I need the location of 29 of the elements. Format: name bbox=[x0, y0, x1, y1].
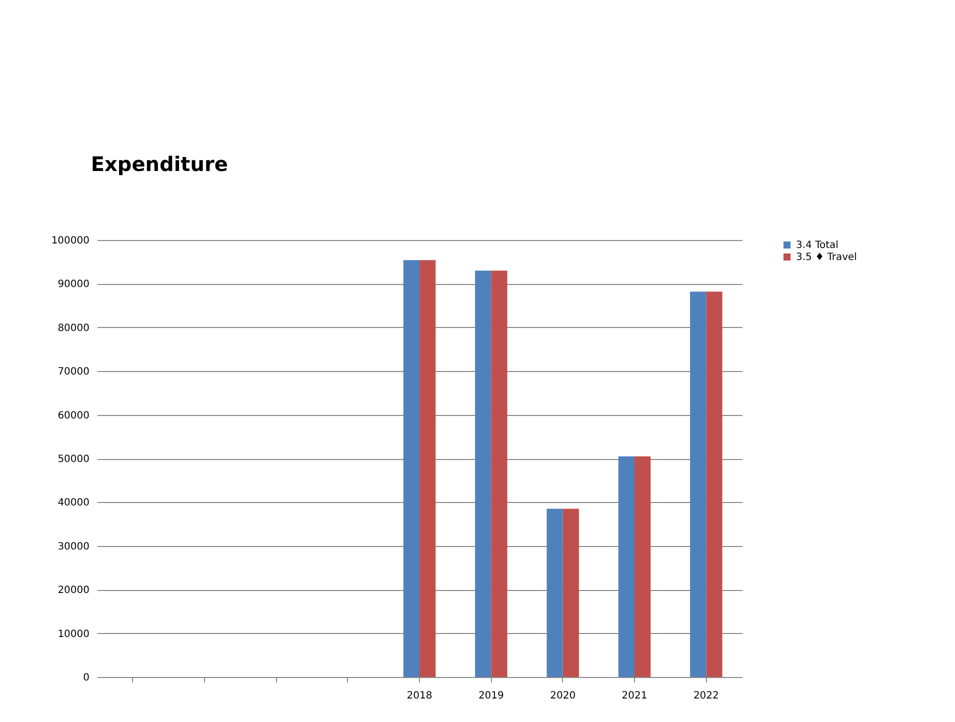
x-tick-label: 2021 bbox=[622, 690, 648, 702]
bar bbox=[634, 456, 651, 677]
y-tick-label: 40000 bbox=[58, 498, 90, 509]
bar bbox=[562, 508, 579, 677]
bar bbox=[546, 508, 563, 677]
x-tick-label: 2020 bbox=[550, 690, 576, 702]
legend-label: 3.4 Total bbox=[796, 240, 838, 251]
y-tick-label: 80000 bbox=[58, 322, 90, 334]
bar bbox=[618, 456, 634, 677]
y-tick-label: 20000 bbox=[58, 585, 90, 596]
y-tick-label: 70000 bbox=[58, 366, 90, 378]
x-tick-label: 2022 bbox=[693, 690, 719, 702]
y-tick-label: 0 bbox=[83, 672, 90, 684]
y-tick-label: 60000 bbox=[58, 410, 90, 422]
y-tick-label: 100000 bbox=[51, 236, 90, 246]
bar bbox=[475, 270, 492, 677]
bar bbox=[491, 270, 508, 677]
bar bbox=[403, 260, 420, 677]
x-tick-label: 2019 bbox=[478, 690, 504, 702]
bar bbox=[690, 292, 706, 677]
chart-title: Expenditure bbox=[90, 152, 228, 176]
x-tick-label: 2018 bbox=[406, 690, 432, 702]
y-tick-label: 90000 bbox=[58, 279, 90, 290]
y-tick-label: 50000 bbox=[58, 454, 90, 465]
legend-label: 3.5 ♦ Travel bbox=[796, 252, 857, 263]
bar bbox=[420, 260, 436, 677]
bar bbox=[706, 292, 722, 677]
y-tick-label: 10000 bbox=[58, 628, 90, 640]
y-tick-label: 30000 bbox=[58, 541, 90, 552]
